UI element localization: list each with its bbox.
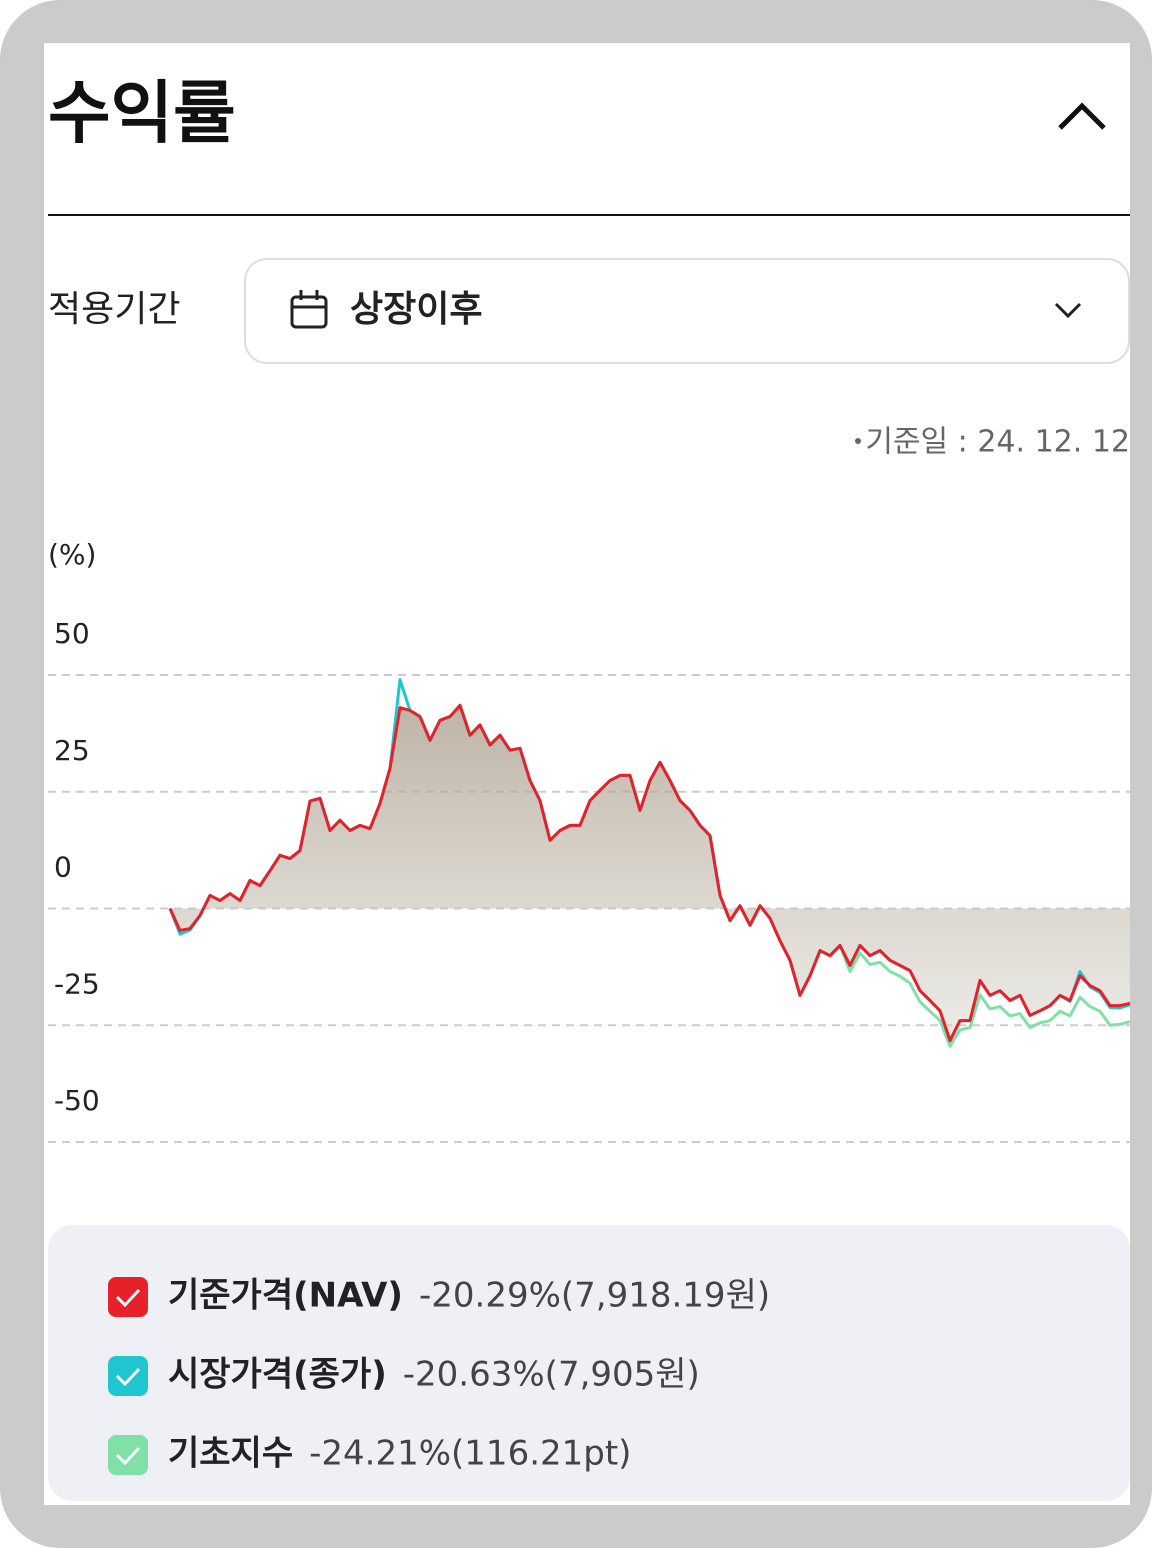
y-axis-label: (%) [48,538,96,571]
section-title: 수익률 [48,75,236,154]
bullet [855,438,861,444]
legend-box [48,1225,1130,1501]
legend-summary: -24.21%(116.21pt) [309,1434,631,1474]
check-mark [115,1367,141,1387]
check-mark [115,1446,141,1466]
y-tick-label: 50 [54,617,90,650]
y-tick-label: 0 [54,851,72,884]
check-mark [115,1288,141,1308]
period-value: 상장이후 [350,289,482,330]
dropdown-arrow [1054,302,1082,319]
legend-name: 기초지수 [168,1434,293,1474]
base-date: 기준일 : 24. 12. 12 [865,425,1130,460]
calendar-icon [290,290,328,329]
legend-checkbox[interactable] [108,1435,148,1475]
area [170,705,1130,1041]
y-tick-label: -25 [54,967,100,1000]
legend-summary: -20.29%(7,918.19원) [419,1276,770,1316]
y-tick-label: -50 [54,1084,100,1117]
series-line [168,703,1131,1043]
legend-summary: -20.63%(7,905원) [403,1355,700,1395]
legend-checkbox[interactable] [108,1277,148,1317]
legend-name: 기준가격(NAV) [168,1276,403,1316]
collapse-button[interactable] [1058,102,1106,130]
legend-checkbox[interactable] [108,1356,148,1396]
y-tick-label: 25 [54,734,90,767]
legend-name: 시장가격(종가) [168,1355,387,1395]
period-select[interactable] [244,258,1130,364]
period-label: 적용기간 [48,289,180,330]
